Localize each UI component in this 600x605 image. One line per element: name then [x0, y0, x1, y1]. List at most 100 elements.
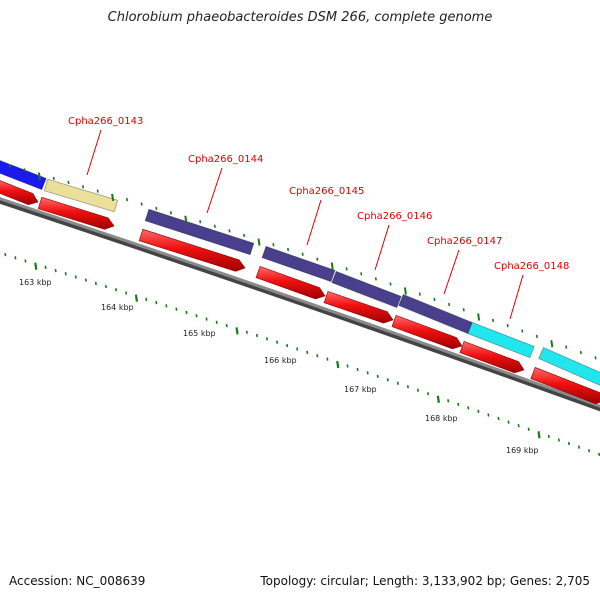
minor-tick	[52, 176, 55, 180]
minor-tick	[374, 277, 377, 281]
major-tick	[235, 327, 239, 335]
minor-tick	[24, 259, 27, 263]
minor-tick	[306, 350, 309, 354]
minor-tick	[579, 350, 582, 355]
kbp-label: 166 kbp	[264, 356, 297, 365]
minor-tick	[199, 220, 202, 224]
minor-tick	[272, 243, 275, 247]
minor-tick	[360, 272, 363, 276]
minor-tick	[169, 211, 172, 215]
minor-tick	[346, 364, 349, 368]
cds-arrow	[530, 367, 600, 405]
minor-tick	[104, 284, 108, 289]
minor-tick	[64, 272, 67, 276]
major-tick	[477, 313, 481, 321]
gene-feature-bar	[467, 321, 535, 359]
minor-tick	[427, 392, 430, 396]
minor-tick	[406, 385, 409, 389]
minor-tick	[155, 206, 158, 211]
gene-leader-line	[509, 274, 524, 320]
minor-tick	[507, 420, 510, 424]
cds-arrow	[138, 228, 246, 272]
minor-tick	[386, 378, 389, 382]
minor-tick	[527, 427, 530, 431]
minor-tick	[316, 354, 319, 358]
minor-tick	[205, 317, 208, 321]
cds-arrow	[323, 290, 394, 324]
minor-tick	[243, 233, 246, 238]
major-tick	[111, 193, 115, 202]
major-tick	[336, 360, 340, 369]
minor-tick	[54, 268, 57, 273]
accession-text: Accession: NC_008639	[9, 574, 146, 588]
minor-tick	[185, 310, 188, 315]
backbone-line	[0, 197, 600, 408]
minor-tick	[467, 406, 470, 410]
minor-tick	[356, 367, 359, 372]
cds-arrow	[459, 340, 525, 374]
minor-tick	[165, 304, 168, 308]
gene-label: Cpha266_0144	[188, 154, 263, 165]
gene-leader-line	[306, 199, 322, 246]
minor-tick	[4, 253, 7, 257]
cds-arrow	[37, 196, 115, 230]
minor-tick	[389, 282, 392, 286]
major-tick	[34, 262, 38, 270]
major-tick	[330, 262, 334, 270]
minor-tick	[565, 345, 568, 349]
minor-tick	[506, 324, 509, 328]
kbp-label: 165 kbp	[183, 329, 216, 338]
genome-summary-text: Topology: circular; Length: 3,133,902 bp…	[260, 574, 590, 588]
minor-tick	[517, 424, 520, 428]
minor-tick	[448, 302, 451, 307]
gene-leader-line	[206, 167, 223, 214]
minor-tick	[84, 278, 87, 282]
minor-tick	[577, 445, 581, 449]
gene-label: Cpha266_0148	[494, 261, 569, 272]
major-tick	[550, 340, 554, 348]
minor-tick	[416, 388, 420, 392]
minor-tick	[326, 357, 329, 361]
minor-tick	[594, 356, 597, 360]
minor-tick	[376, 374, 379, 378]
minor-tick	[588, 449, 591, 453]
minor-tick	[255, 333, 258, 338]
gene-label: Cpha266_0145	[289, 186, 364, 197]
minor-tick	[447, 399, 450, 403]
minor-tick	[125, 198, 129, 202]
minor-tick	[145, 297, 148, 302]
gene-label: Cpha266_0143	[68, 116, 143, 127]
major-tick	[436, 395, 440, 403]
minor-tick	[487, 413, 490, 417]
kbp-label: 168 kbp	[425, 414, 458, 423]
gene-feature-bar	[538, 346, 600, 386]
major-tick	[537, 431, 541, 439]
minor-tick	[195, 314, 198, 318]
minor-tick	[67, 180, 70, 185]
gene-feature-bar	[0, 160, 47, 191]
minor-tick	[94, 281, 97, 285]
kbp-label: 163 kbp	[19, 278, 52, 287]
minor-tick	[265, 337, 269, 341]
minor-tick	[140, 202, 143, 206]
minor-tick	[418, 292, 421, 296]
minor-tick	[491, 318, 495, 322]
cds-arrow	[391, 314, 463, 350]
minor-tick	[155, 301, 158, 305]
minor-tick	[175, 307, 178, 311]
major-tick	[184, 215, 188, 223]
gene-feature-bar	[43, 178, 119, 213]
minor-tick	[114, 288, 118, 292]
minor-tick	[497, 416, 500, 421]
minor-tick	[477, 409, 480, 414]
minor-tick	[396, 381, 399, 385]
major-tick	[134, 294, 138, 302]
kbp-label: 167 kbp	[344, 385, 377, 394]
minor-tick	[215, 320, 218, 324]
minor-tick	[228, 229, 231, 233]
minor-tick	[23, 168, 26, 172]
minor-tick	[287, 247, 290, 252]
gene-leader-line	[374, 224, 390, 271]
minor-tick	[366, 371, 369, 375]
